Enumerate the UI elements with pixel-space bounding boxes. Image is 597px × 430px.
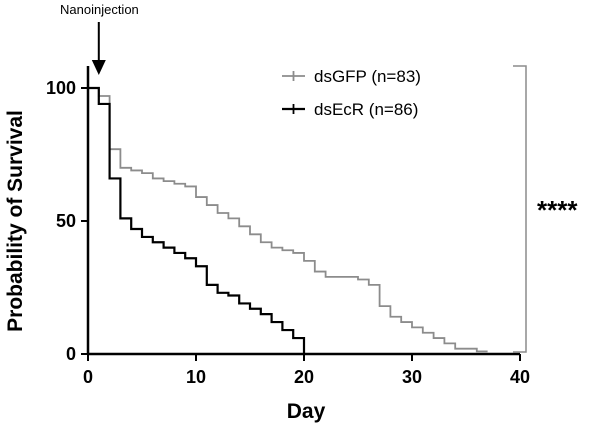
series-line-dsgfp xyxy=(88,87,488,353)
x-tick-label: 20 xyxy=(294,367,314,387)
significance-label: **** xyxy=(537,195,578,225)
nanoinjection-label: Nanoinjection xyxy=(60,2,139,17)
y-axis-title: Probability of Survival xyxy=(4,110,27,332)
nanoinjection-arrowhead xyxy=(91,60,106,75)
y-tick-label: 100 xyxy=(46,78,76,98)
significance-bracket-line xyxy=(513,65,527,353)
tick-layer: 0 10 20 30 40 0 50 100 xyxy=(46,78,530,387)
x-tick-label: 0 xyxy=(83,367,93,387)
series-line-dsecr xyxy=(88,86,306,354)
x-tick-label: 30 xyxy=(402,367,422,387)
legend: dsGFP (n=83) dsEcR (n=86) xyxy=(282,67,421,119)
significance-bracket: **** xyxy=(513,65,578,353)
annotation: Nanoinjection xyxy=(60,2,139,75)
y-tick-label: 50 xyxy=(56,211,76,231)
legend-label-dsecr: dsEcR (n=86) xyxy=(314,100,418,119)
y-tick-label: 0 xyxy=(66,344,76,364)
x-axis-title: Day xyxy=(287,400,326,423)
x-tick-label: 10 xyxy=(186,367,206,387)
x-tick-label: 40 xyxy=(510,367,530,387)
series-layer xyxy=(88,86,488,354)
legend-label-dsgfp: dsGFP (n=83) xyxy=(314,67,421,86)
